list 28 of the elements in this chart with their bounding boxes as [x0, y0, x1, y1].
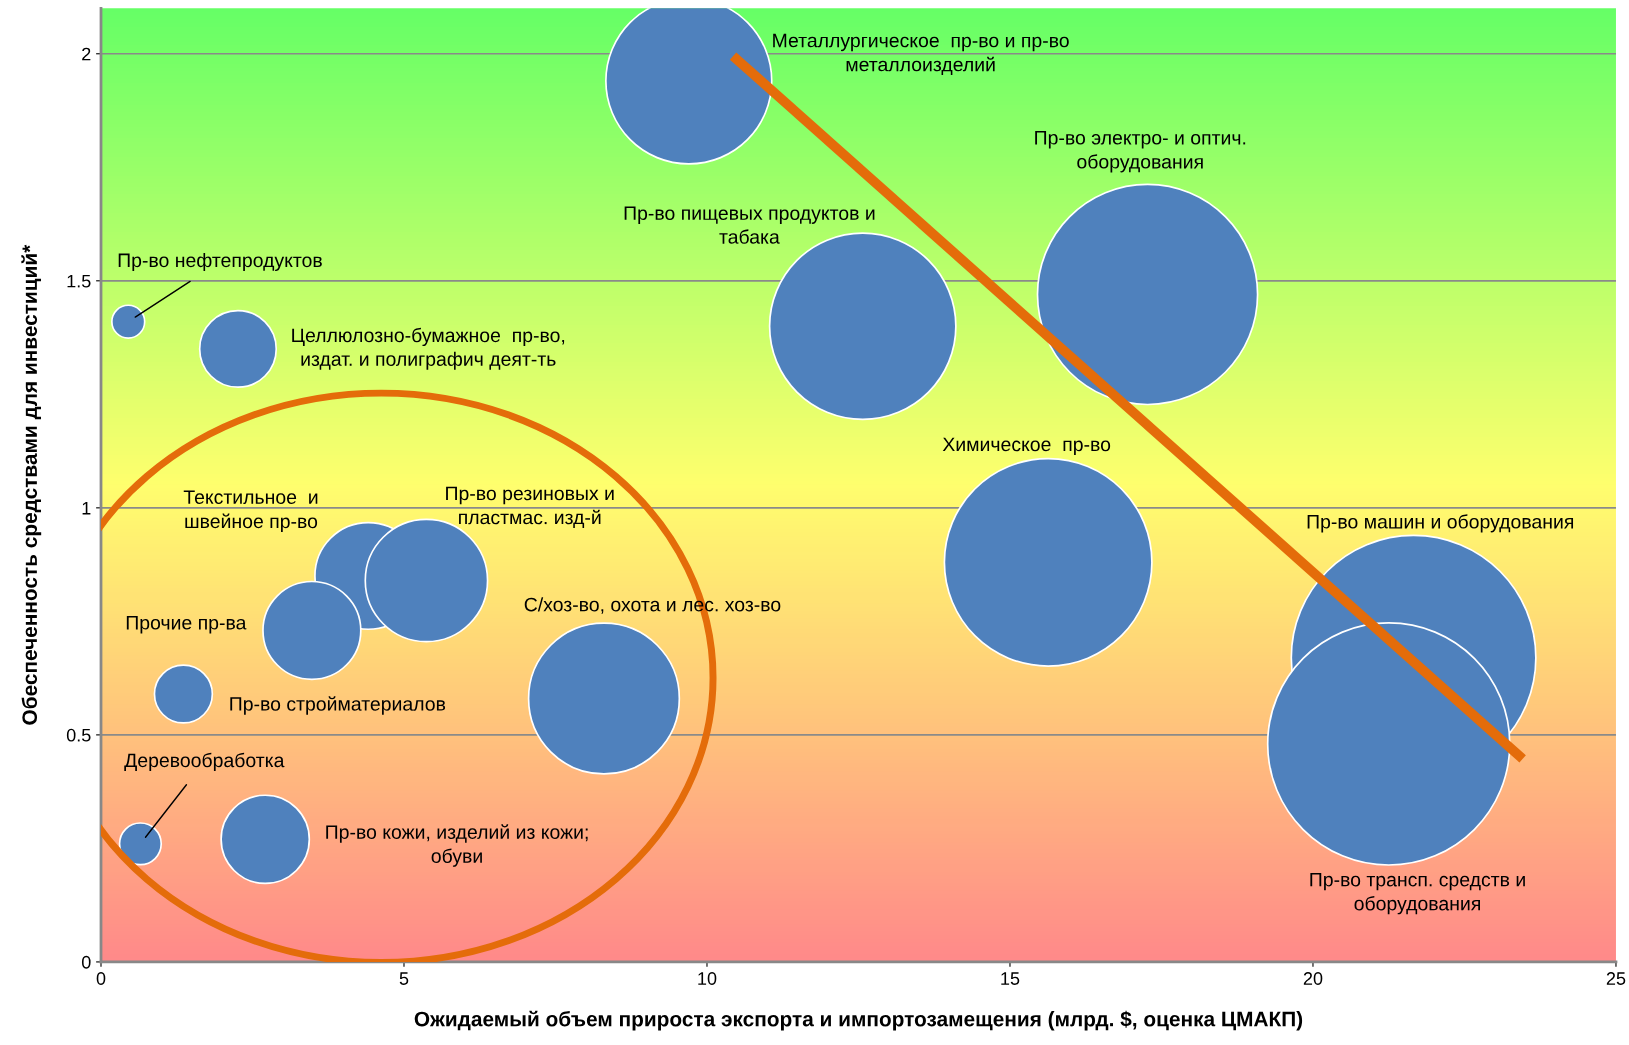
annotation: Пр-во машин и оборудования: [1307, 514, 1574, 533]
annotation: Текстильное и швейное пр-во: [183, 490, 318, 533]
y-tick-label: 0: [81, 955, 91, 969]
annotation: Металлургическое пр-во и пр-во металлоизделий: [773, 33, 1069, 76]
y-tick-label: 2: [82, 47, 91, 61]
annotation: Целлюлозно-бумажное пр-во, издат. и полиграфич деят-ть: [292, 327, 565, 370]
y-tick-label: 1.5: [67, 274, 91, 288]
x-tick-label: 5: [399, 972, 409, 985]
y-tick-label: 1: [82, 501, 91, 515]
annotation: Пр-во стройматериалов: [230, 696, 446, 715]
x-tick-label: 25: [1606, 972, 1626, 985]
y-axis-title: Обеспеченность средствами для инвестиций*: [21, 244, 42, 725]
annotation: Химическое пр-во: [942, 437, 1111, 456]
x-axis-title: Ожидаемый объем прироста экспорта и импортозамещения (млрд. $, оценка ЦМАКП): [414, 1010, 1303, 1031]
x-tick-label: 10: [698, 972, 717, 985]
annotation: Пр-во резиновых и пластмас. изд-й: [446, 486, 614, 528]
annotation: Пр-во нефтепродуктов: [118, 252, 322, 272]
annotation: Прочие пр-ва: [126, 616, 247, 634]
annotation: С/хоз-во, охота и лес. хоз-во: [524, 597, 781, 614]
annotation: Пр-во пищевых продуктов и табака: [624, 206, 875, 244]
x-tick-label: 15: [1001, 972, 1020, 985]
x-tick-label: 20: [1303, 972, 1323, 985]
annotation: Деревообработка: [124, 752, 285, 772]
annotation: Пр-во электро- и оптич. оборудования: [1035, 131, 1246, 173]
x-tick-label: 0: [96, 972, 106, 985]
annotation: Пр-во трансп. средств и оборудования: [1310, 872, 1525, 915]
y-tick-label: 0.5: [66, 728, 91, 742]
annotation: Пр-во кожи, изделий из кожи; обуви: [326, 824, 588, 867]
